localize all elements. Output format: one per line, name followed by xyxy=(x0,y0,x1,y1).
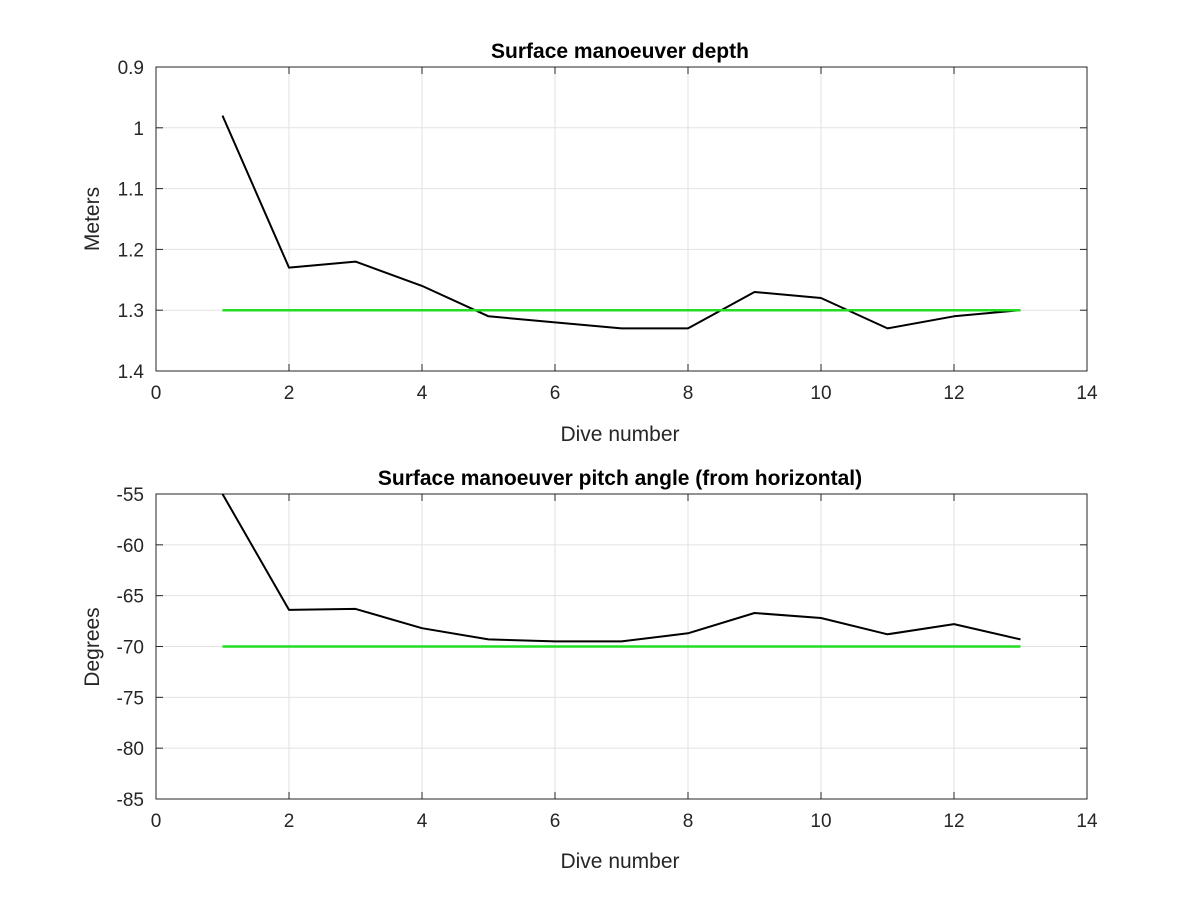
pitch-y-tick-label: -75 xyxy=(117,688,144,709)
depth-x-axis-label: Dive number xyxy=(560,423,679,446)
pitch-subplot: Surface manoeuver pitch angle (from hori… xyxy=(81,467,1098,873)
depth-chart-title: Surface manoeuver depth xyxy=(491,40,749,63)
pitch-x-tick-label: 14 xyxy=(1076,811,1098,832)
depth-x-tick-label: 0 xyxy=(151,383,162,404)
pitch-x-tick-label: 4 xyxy=(417,811,428,832)
depth-x-tick-label: 6 xyxy=(550,383,561,404)
depth-y-tick-label: 0.9 xyxy=(118,58,144,79)
pitch-x-tick-label: 8 xyxy=(683,811,694,832)
depth-ticks: 0 2 4 6 8 10 12 14 0.9 1 1.1 1.2 1.3 1.4 xyxy=(118,58,1098,404)
depth-y-tick-label: 1.2 xyxy=(118,240,144,261)
pitch-x-tick-label: 12 xyxy=(943,811,964,832)
depth-y-axis-label: Meters xyxy=(81,187,104,251)
pitch-x-tick-label: 6 xyxy=(550,811,561,832)
depth-y-tick-label: 1.1 xyxy=(118,180,144,201)
pitch-x-axis-label: Dive number xyxy=(560,850,679,873)
pitch-chart-title: Surface manoeuver pitch angle (from hori… xyxy=(378,467,862,490)
pitch-y-tick-label: -85 xyxy=(117,790,144,811)
pitch-y-tick-label: -60 xyxy=(117,536,144,557)
depth-measured-line xyxy=(221,115,1021,330)
depth-x-tick-label: 12 xyxy=(943,383,964,404)
depth-x-tick-label: 4 xyxy=(417,383,428,404)
depth-axes-frame xyxy=(155,66,1088,372)
depth-y-tick-label: 1 xyxy=(133,119,144,140)
pitch-ticks: 0 2 4 6 8 10 12 14 -55 -60 -65 -70 -75 -80 -85 xyxy=(117,485,1098,832)
pitch-y-tick-label: -80 xyxy=(117,739,144,760)
pitch-y-tick-label: -65 xyxy=(117,587,144,608)
pitch-axes-frame xyxy=(155,493,1088,800)
pitch-x-tick-label: 2 xyxy=(284,811,295,832)
pitch-y-tick-label: -55 xyxy=(117,485,144,506)
depth-x-tick-label: 2 xyxy=(284,383,295,404)
depth-x-tick-label: 8 xyxy=(683,383,694,404)
depth-y-tick-label: 1.3 xyxy=(118,301,144,322)
depth-x-tick-label: 10 xyxy=(810,383,831,404)
depth-subplot: Surface manoeuver depth Dive number Mete… xyxy=(81,40,1098,446)
pitch-y-axis-label: Degrees xyxy=(81,607,104,686)
depth-y-tick-label: 1.4 xyxy=(118,362,145,383)
pitch-x-tick-label: 10 xyxy=(810,811,831,832)
pitch-x-tick-label: 0 xyxy=(151,811,162,832)
pitch-y-tick-label: -70 xyxy=(117,638,144,659)
depth-x-tick-label: 14 xyxy=(1076,383,1098,404)
